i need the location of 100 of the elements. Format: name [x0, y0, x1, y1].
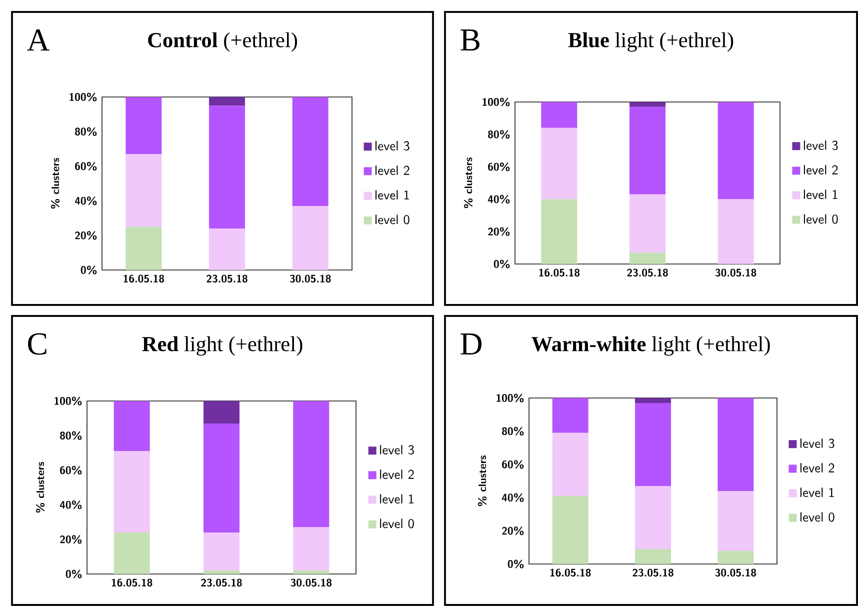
bar	[114, 400, 150, 452]
chart-title: Blue light (+ethrel)	[568, 32, 734, 52]
legend-label: level 2	[376, 166, 410, 175]
bar	[293, 400, 330, 528]
y-tick-label: 20%	[60, 535, 82, 544]
chart-title: Red light (+ethrel)	[142, 336, 302, 356]
bar	[635, 549, 671, 564]
bar	[209, 228, 246, 270]
x-tick-label: 16.05.18	[124, 274, 164, 283]
bar	[552, 398, 588, 433]
bar	[635, 486, 671, 550]
legend-label: level 0	[376, 214, 410, 224]
bar	[541, 128, 578, 200]
chart-title: Warm-white light (+ethrel)	[532, 336, 770, 356]
bar	[629, 252, 666, 264]
legend-label: level 3	[376, 140, 410, 151]
y-tick-label: 80%	[502, 426, 524, 436]
legend-label: level 2	[804, 165, 838, 174]
bar	[718, 102, 754, 200]
bar	[204, 423, 240, 532]
bar	[126, 96, 162, 154]
y-tick-label: 0%	[66, 570, 82, 578]
y-tick-label: 0%	[508, 560, 524, 568]
y-tick-label: 0%	[494, 260, 510, 268]
legend-label: level 1	[804, 190, 838, 200]
y-axis-title: % clusters	[464, 157, 473, 208]
legend-label: level 1	[376, 190, 409, 200]
legend-label: level 1	[380, 494, 414, 504]
bar	[293, 527, 330, 571]
bar	[114, 451, 150, 532]
y-axis-title: % clusters	[478, 455, 487, 506]
text: B	[460, 29, 480, 51]
x-tick-label: 16.05.18	[539, 268, 580, 277]
bar	[718, 199, 754, 264]
y-tick-label: 100%	[54, 396, 82, 406]
bar	[293, 570, 330, 574]
x-tick-label: 23.05.18	[627, 268, 668, 277]
y-tick-label: 60%	[75, 162, 97, 170]
y-tick-label: 100%	[70, 92, 97, 102]
text: C	[28, 333, 46, 355]
y-tick-label: 60%	[488, 162, 510, 172]
y-tick-label: 20%	[488, 227, 510, 236]
y-tick-label: 80%	[60, 431, 82, 440]
text: A	[27, 29, 50, 51]
bar	[292, 206, 328, 270]
bar	[635, 398, 671, 403]
bar	[204, 532, 240, 571]
bar	[204, 400, 240, 424]
y-tick-label: 20%	[75, 231, 97, 240]
bar	[718, 398, 754, 491]
y-tick-label: 40%	[74, 196, 97, 206]
y-tick-label: 80%	[488, 130, 510, 139]
legend-label: level 2	[800, 463, 834, 472]
legend-label: level 3	[380, 444, 414, 455]
bar	[635, 402, 671, 486]
bar	[552, 432, 588, 496]
chart-title: Control (+ethrel)	[148, 32, 298, 52]
y-tick-label: 80%	[75, 127, 97, 136]
bar	[629, 194, 666, 253]
y-tick-label: 20%	[502, 526, 524, 536]
x-tick-label: 30.05.18	[715, 568, 756, 577]
legend-label: level 0	[380, 518, 414, 528]
bar	[552, 496, 588, 564]
x-tick-label: 23.05.18	[632, 568, 674, 577]
bar	[126, 226, 162, 270]
bar	[114, 532, 150, 574]
bar	[204, 570, 240, 574]
bar	[718, 490, 754, 551]
x-tick-label: 16.05.18	[550, 568, 591, 577]
x-tick-label: 30.05.18	[290, 578, 332, 587]
bar	[292, 96, 328, 206]
bar	[541, 102, 578, 128]
y-tick-label: 60%	[60, 466, 82, 474]
x-tick-label: 23.05.18	[206, 274, 248, 283]
bar	[209, 96, 246, 106]
legend-label: level 1	[800, 488, 834, 498]
y-axis-title: % clusters	[50, 158, 60, 209]
y-tick-label: 60%	[502, 460, 524, 469]
bar	[209, 106, 246, 228]
bar	[126, 154, 162, 227]
bar	[629, 106, 666, 194]
bar	[541, 199, 578, 264]
y-axis-title: % clusters	[36, 462, 45, 513]
y-tick-label: 100%	[496, 394, 524, 402]
x-tick-label: 30.05.18	[290, 274, 331, 283]
legend-label: level 0	[804, 214, 838, 224]
legend-label: level 3	[804, 140, 838, 150]
x-tick-label: 16.05.18	[112, 578, 152, 587]
x-tick-label: 30.05.18	[715, 268, 756, 277]
y-tick-label: 100%	[482, 98, 510, 106]
bar	[718, 550, 754, 564]
y-tick-label: 0%	[80, 266, 97, 274]
legend-label: level 0	[800, 512, 834, 522]
legend-label: level 3	[800, 438, 834, 448]
text: D	[460, 333, 482, 354]
y-tick-label: 40%	[502, 493, 524, 502]
y-tick-label: 40%	[488, 194, 510, 204]
bar	[629, 102, 666, 107]
x-tick-label: 23.05.18	[201, 578, 242, 587]
legend-label: level 2	[380, 470, 414, 479]
